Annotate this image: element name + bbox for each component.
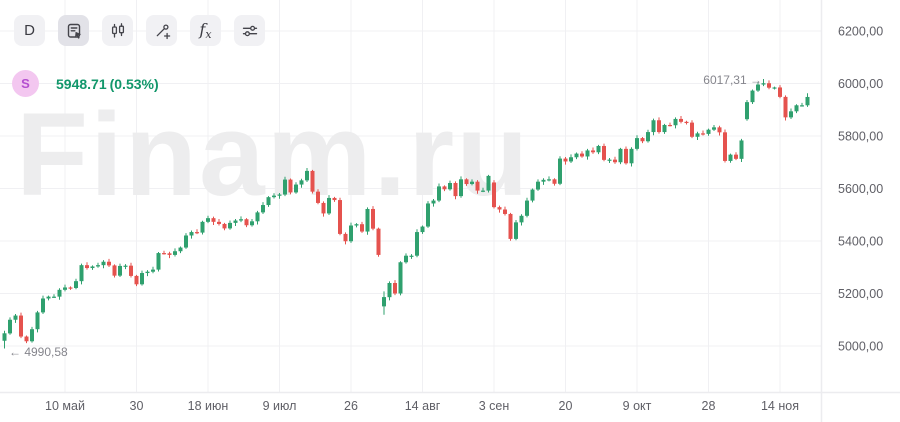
object-tree-button[interactable]: [58, 15, 89, 46]
y-axis-label: 5600,00: [838, 182, 883, 196]
trendline-plus-icon: [153, 22, 171, 40]
chart-type-button[interactable]: [102, 15, 133, 46]
x-axis-label: 3 сен: [479, 399, 510, 413]
candlestick-icon: [109, 22, 127, 40]
indicators-button[interactable]: fx: [190, 15, 221, 46]
x-axis-label: 28: [702, 399, 716, 413]
x-axis-label: 26: [344, 399, 358, 413]
x-axis-label: 14 ноя: [761, 399, 799, 413]
y-axis-label: 5000,00: [838, 340, 883, 354]
document-cursor-icon: [65, 22, 83, 40]
last-price: 5948.71: [56, 75, 107, 92]
x-axis-label: 20: [559, 399, 573, 413]
x-axis-label: 14 авг: [405, 399, 441, 413]
symbol-badge[interactable]: S: [12, 70, 39, 97]
low-price-label: ← 4990,58: [9, 345, 68, 359]
chart-toolbar: D: [14, 15, 265, 46]
y-axis-label: 6000,00: [838, 77, 883, 91]
timeframe-label: D: [24, 22, 35, 39]
x-axis-label: 9 июл: [263, 399, 297, 413]
y-axis-label: 5200,00: [838, 287, 883, 301]
fx-icon: fx: [199, 20, 212, 41]
x-axis-label: 10 май: [45, 399, 85, 413]
timeframe-button[interactable]: D: [14, 15, 45, 46]
change-percent: (0.53%): [109, 75, 159, 92]
sliders-icon: [241, 22, 259, 40]
x-axis-label: 9 окт: [623, 399, 652, 413]
high-price-label: 6017,31 →: [703, 73, 762, 87]
last-price-readout: 5948.71 (0.53%): [56, 76, 162, 92]
drawing-tools-button[interactable]: [146, 15, 177, 46]
series-legend[interactable]: S 5948.71 (0.53%): [12, 70, 162, 97]
x-axis-label: 30: [130, 399, 144, 413]
x-axis-label: 18 июн: [188, 399, 229, 413]
settings-button[interactable]: [234, 15, 265, 46]
y-axis-label: 6200,00: [838, 25, 883, 39]
y-axis-label: 5800,00: [838, 130, 883, 144]
y-axis-label: 5400,00: [838, 235, 883, 249]
